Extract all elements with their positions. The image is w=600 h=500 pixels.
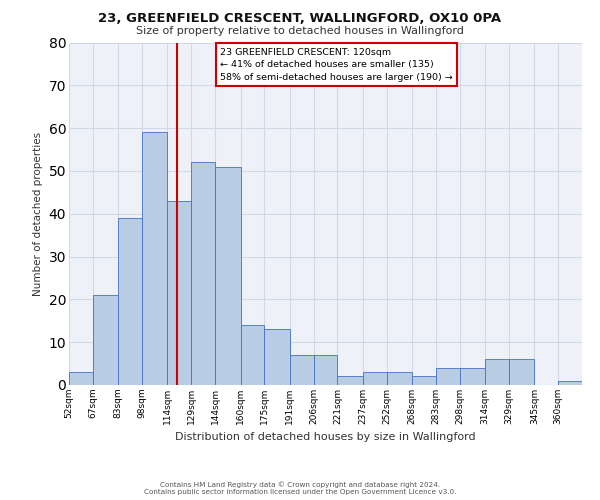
Bar [363,372,386,385]
Bar [167,201,191,385]
Text: Size of property relative to detached houses in Wallingford: Size of property relative to detached ho… [136,26,464,36]
Bar [265,330,290,385]
X-axis label: Distribution of detached houses by size in Wallingford: Distribution of detached houses by size … [175,432,476,442]
Bar [93,295,118,385]
Bar [436,368,460,385]
Y-axis label: Number of detached properties: Number of detached properties [33,132,43,296]
Bar [215,166,241,385]
Bar [509,360,535,385]
Bar [142,132,167,385]
Bar [558,380,582,385]
Bar [314,355,337,385]
Bar [337,376,363,385]
Text: 23 GREENFIELD CRESCENT: 120sqm
← 41% of detached houses are smaller (135)
58% of: 23 GREENFIELD CRESCENT: 120sqm ← 41% of … [220,48,453,82]
Bar [386,372,412,385]
Bar [241,325,265,385]
Bar [290,355,314,385]
Bar [485,360,509,385]
Bar [412,376,436,385]
Bar [460,368,485,385]
Bar [69,372,93,385]
Text: 23, GREENFIELD CRESCENT, WALLINGFORD, OX10 0PA: 23, GREENFIELD CRESCENT, WALLINGFORD, OX… [98,12,502,26]
Text: Contains HM Land Registry data © Crown copyright and database right 2024.
Contai: Contains HM Land Registry data © Crown c… [144,482,456,495]
Bar [191,162,215,385]
Bar [118,218,142,385]
